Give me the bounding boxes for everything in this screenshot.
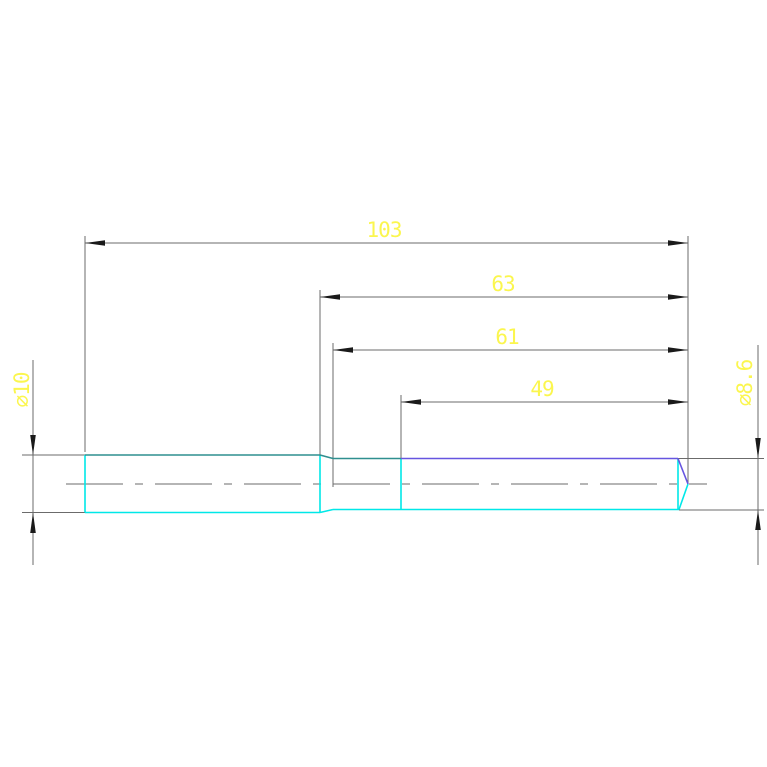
arrow-63-left bbox=[320, 294, 340, 300]
dim-text-103[interactable]: 103 bbox=[367, 218, 403, 242]
arrow-61-left bbox=[333, 347, 353, 353]
dimension-texts: 103 63 61 49 ∅10 ∅8.6 bbox=[10, 218, 757, 407]
arrow-dia10-top bbox=[30, 435, 36, 455]
arrow-dia86-bottom bbox=[755, 510, 761, 530]
arrow-63-right bbox=[668, 294, 688, 300]
dim-text-dia10[interactable]: ∅10 bbox=[10, 372, 34, 407]
arrow-103-left bbox=[85, 240, 105, 246]
dim-text-dia86[interactable]: ∅8.6 bbox=[733, 359, 757, 406]
arrow-dia10-bottom bbox=[30, 512, 36, 533]
dim-text-49[interactable]: 49 bbox=[530, 377, 555, 401]
dim-text-61[interactable]: 61 bbox=[495, 325, 520, 349]
part-tip-top-chamfer[interactable] bbox=[677, 458, 689, 485]
arrow-103-right bbox=[668, 240, 688, 246]
part-tip-bottom-chamfer[interactable] bbox=[678, 483, 689, 510]
dimension-lines bbox=[32, 242, 759, 565]
part-bottom-taper[interactable] bbox=[319, 508, 334, 514]
arrow-61-right bbox=[668, 347, 688, 353]
part-top-taper[interactable] bbox=[319, 454, 334, 460]
part-outline-teal bbox=[85, 454, 401, 460]
part-outline-cyan bbox=[84, 455, 689, 514]
arrowheads bbox=[30, 240, 761, 533]
part-outline-violet bbox=[401, 457, 689, 485]
extension-lines bbox=[22, 236, 764, 513]
arrow-dia86-top bbox=[755, 438, 761, 459]
arrow-49-left bbox=[401, 399, 421, 405]
arrow-49-right bbox=[668, 399, 688, 405]
dim-text-63[interactable]: 63 bbox=[491, 272, 516, 296]
